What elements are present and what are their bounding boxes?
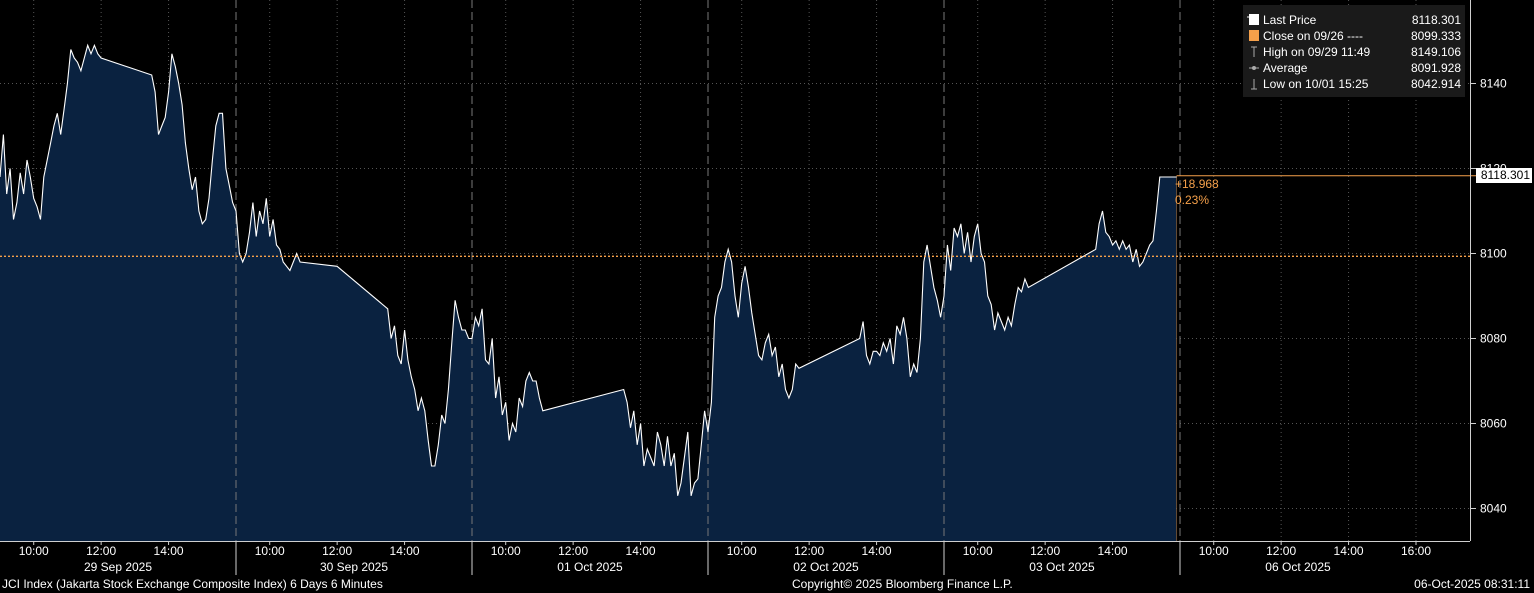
x-tick-label: 14:00: [390, 544, 420, 558]
x-tick-label: 12:00: [794, 544, 824, 558]
legend-item-last-price[interactable]: Last Price 8118.301: [1243, 12, 1465, 28]
x-tick-label: 12:00: [558, 544, 588, 558]
x-tick-label: 10:00: [1199, 544, 1229, 558]
legend-value: 8118.301: [1411, 13, 1461, 27]
legend-label: Average: [1263, 61, 1308, 75]
x-tick-label: 14:00: [1098, 544, 1128, 558]
y-tick-label: 8100: [1480, 247, 1507, 261]
y-axis-ticks: 804080608080810081208140: [1470, 77, 1507, 516]
y-tick-label: 8060: [1480, 417, 1507, 431]
x-tick-label: 14:00: [626, 544, 656, 558]
date-label: 01 Oct 2025: [557, 560, 623, 574]
legend-value: 8099.333: [1410, 29, 1461, 43]
high-marker-icon: [1251, 46, 1257, 57]
legend-item-close[interactable]: Close on 09/26 ---- 8099.333: [1243, 28, 1465, 44]
x-tick-label: 12:00: [1030, 544, 1060, 558]
change-percent: 0.23%: [1175, 193, 1210, 207]
axes: [0, 0, 1471, 542]
legend-item-average[interactable]: Average 8091.928: [1243, 60, 1465, 76]
y-tick-label: 8140: [1480, 77, 1507, 91]
x-tick-label: 16:00: [1401, 544, 1431, 558]
date-label: 06 Oct 2025: [1265, 560, 1331, 574]
x-tick-label: 14:00: [154, 544, 184, 558]
timestamp: 06-Oct-2025 08:31:11: [1414, 577, 1530, 591]
price-line: [0, 43, 1177, 496]
legend-item-high[interactable]: High on 09/29 11:49 8149.106: [1243, 44, 1465, 60]
change-absolute: +18.968: [1175, 177, 1219, 191]
x-tick-label: 12:00: [1266, 544, 1296, 558]
date-label: 29 Sep 2025: [84, 560, 152, 574]
orange-square-icon: [1249, 30, 1259, 41]
legend: Last Price 8118.301 Close on 09/26 ---- …: [1243, 5, 1465, 97]
legend-label: Close on 09/26 ----: [1263, 29, 1364, 43]
price-area-fill: [0, 45, 1177, 542]
legend-label: Last Price: [1263, 13, 1317, 27]
low-marker-icon: [1251, 79, 1257, 90]
x-tick-label: 14:00: [1334, 544, 1364, 558]
x-tick-label: 12:00: [86, 544, 116, 558]
x-tick-label: 12:00: [322, 544, 352, 558]
date-label: 03 Oct 2025: [1029, 560, 1095, 574]
date-label: 30 Sep 2025: [320, 560, 388, 574]
x-tick-label: 10:00: [19, 544, 49, 558]
copyright-notice: Copyright© 2025 Bloomberg Finance L.P.: [792, 577, 1013, 591]
x-tick-label: 14:00: [862, 544, 892, 558]
average-marker-icon: [1249, 66, 1259, 70]
legend-label: High on 09/29 11:49: [1263, 45, 1371, 59]
x-tick-label: 10:00: [727, 544, 757, 558]
date-label: 02 Oct 2025: [793, 560, 859, 574]
legend-label: Low on 10/01 15:25: [1263, 77, 1369, 91]
legend-value: 8091.928: [1410, 61, 1461, 75]
y-tick-label: 8080: [1480, 332, 1507, 346]
y-tick-label: 8040: [1480, 502, 1507, 516]
last-price-tag: 8118.301: [1476, 168, 1532, 183]
x-tick-label: 10:00: [963, 544, 993, 558]
day-separators: [235, 0, 1181, 541]
legend-item-low[interactable]: Low on 10/01 15:25 8042.914: [1243, 76, 1465, 92]
white-square-icon: [1247, 14, 1259, 25]
x-tick-label: 10:00: [255, 544, 285, 558]
legend-value: 8042.914: [1410, 77, 1461, 91]
legend-value: 8149.106: [1410, 45, 1461, 59]
x-tick-label: 10:00: [491, 544, 521, 558]
security-description: JCI Index (Jakarta Stock Exchange Compos…: [2, 577, 383, 591]
